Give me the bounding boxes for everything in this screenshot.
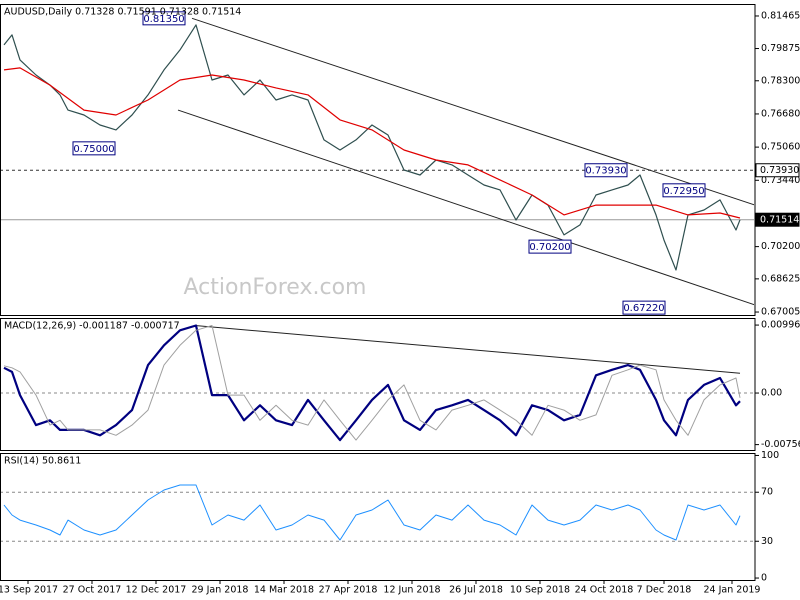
price-marker-box (755, 163, 800, 178)
y-tick-label: 0 (761, 573, 767, 584)
annotation-label: 0.73930 (585, 166, 626, 177)
panel-title: MACD(12,26,9) -0.001187 -0.000717 (4, 321, 180, 332)
y-tick-label: 70 (761, 487, 773, 498)
y-tick-label: 0.70200 (761, 241, 800, 252)
series-line (3, 484, 741, 541)
price-marker-label: 0.73930 (760, 165, 799, 176)
x-tick-label: 27 Apr 2018 (319, 585, 378, 596)
y-tick-label: 0.76680 (761, 108, 800, 119)
y-tick-label: -0.00756 (761, 439, 800, 450)
series-line (3, 325, 741, 441)
plot-area (1, 484, 754, 542)
price-marker-label: 0.71514 (760, 215, 799, 226)
y-tick-label: 0.78300 (761, 75, 800, 86)
y-tick-label: 30 (761, 536, 773, 547)
y-tick-label: 0.75060 (761, 142, 800, 153)
panel-frame (0, 318, 756, 451)
x-tick-label: 12 Dec 2017 (126, 585, 187, 596)
watermark: ActionForex.com (184, 275, 367, 300)
price-marker-box (755, 212, 800, 227)
panel-frame (0, 453, 756, 581)
series-line (3, 67, 741, 219)
series-line (3, 24, 741, 271)
trend-line (177, 109, 754, 306)
annotation-box (662, 183, 706, 198)
x-tick-label: 26 Jul 2018 (449, 585, 503, 596)
annotation-box (622, 300, 666, 315)
annotation-label: 0.70200 (529, 242, 570, 253)
trend-line (194, 325, 741, 374)
y-tick-label: 0.67005 (761, 307, 800, 318)
annotation-label: 0.75000 (73, 144, 114, 155)
y-tick-label: 0.79875 (761, 43, 800, 54)
x-tick-label: 27 Oct 2017 (63, 585, 122, 596)
annotation-box (72, 141, 116, 156)
annotation-box (528, 239, 572, 254)
annotation-box (584, 163, 628, 178)
y-tick-label: 0.73440 (761, 175, 800, 186)
annotation-label: 0.81350 (143, 14, 184, 25)
y-tick-label: 0.00 (761, 388, 782, 399)
y-tick-label: 100 (761, 450, 779, 461)
x-tick-label: 24 Oct 2018 (575, 585, 634, 596)
x-tick-label: 24 Jan 2019 (704, 585, 761, 596)
y-tick-label: 0.009964 (761, 320, 800, 331)
panel-title: AUDUSD,Daily 0.71328 0.71591 0.71328 0.7… (4, 7, 241, 18)
panel-frame (0, 4, 756, 316)
annotation-label: 0.67220 (623, 303, 664, 314)
plot-area: ActionForex.com 0.81350 0.75000 0.70200 0.67… (1, 11, 754, 315)
x-tick-label: 7 Dec 2018 (637, 585, 692, 596)
x-tick-label: 14 Mar 2018 (254, 585, 314, 596)
trend-line (191, 17, 754, 206)
x-tick-label: 10 Sep 2018 (510, 585, 570, 596)
x-tick-label: 29 Jan 2018 (192, 585, 249, 596)
x-tick-label: 12 Jun 2018 (383, 585, 440, 596)
x-tick-label: 13 Sep 2017 (0, 585, 58, 596)
y-tick-label: 0.68625 (761, 273, 800, 284)
panel-title: RSI(14) 50.8611 (4, 456, 81, 467)
y-tick-label: 0.81465 (761, 10, 800, 21)
plot-area (1, 324, 754, 442)
annotation-box (142, 11, 186, 26)
annotation-label: 0.72950 (663, 186, 704, 197)
